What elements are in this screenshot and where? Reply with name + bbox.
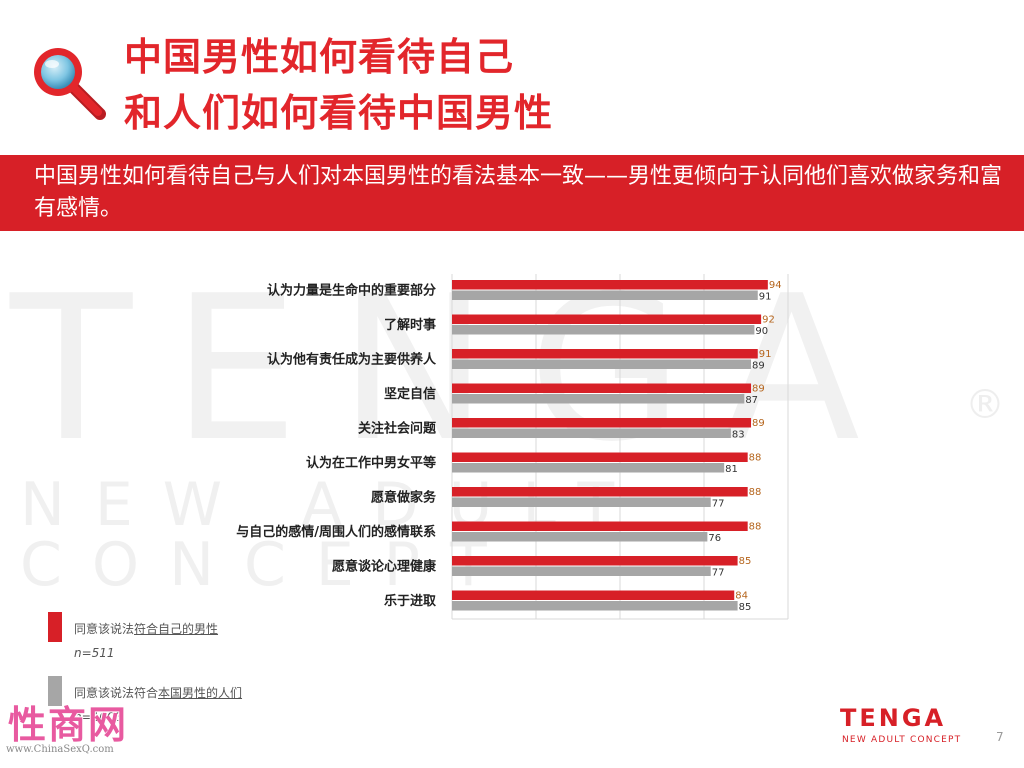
category-label: 与自己的感情/周围人们的感情联系 xyxy=(236,524,436,540)
brand-tagline: NEW ADULT CONCEPT xyxy=(842,735,962,745)
category-label: 关注社会问题 xyxy=(358,421,437,437)
summary-text: 中国男性如何看待自己与人们对本国男性的看法基本一致——男性更倾向于认同他们喜欢做… xyxy=(34,164,1003,221)
legend-sample-size-others: n=1008 xyxy=(74,710,123,724)
category-label: 认为力量是生命中的重要部分 xyxy=(267,283,436,299)
data-label-others: 91 xyxy=(759,292,772,303)
data-label-others: 81 xyxy=(725,464,738,475)
bar-self xyxy=(452,349,758,359)
data-label-others: 77 xyxy=(712,499,725,510)
tenga-logo: TENGA NEW ADULT CONCEPT xyxy=(840,704,980,748)
summary-banner: 中国男性如何看待自己与人们对本国男性的看法基本一致——男性更倾向于认同他们喜欢做… xyxy=(0,155,1024,231)
bar-self xyxy=(452,314,762,324)
data-label-others: 76 xyxy=(708,533,721,544)
brand-logo-text: TENGA xyxy=(840,704,947,732)
data-label-others: 87 xyxy=(745,395,758,406)
legend-swatch-red xyxy=(48,612,62,642)
data-label-self: 84 xyxy=(735,591,748,602)
legend-label-self: 同意该说法符合自己的男性 xyxy=(74,622,219,636)
slide-header: 中国男性如何看待自己 和人们如何看待中国男性 xyxy=(0,0,1024,150)
data-label-self: 91 xyxy=(759,349,772,360)
legend-sample-size-self: n=511 xyxy=(74,646,115,660)
data-label-others: 89 xyxy=(752,361,765,372)
bar-self xyxy=(452,556,738,566)
bar-self xyxy=(452,452,748,462)
data-label-self: 92 xyxy=(762,315,775,326)
bar-others xyxy=(452,325,755,335)
site-watermark-url: www.ChinaSexQ.com xyxy=(6,744,114,755)
legend-label-others: 同意该说法符合本国男性的人们 xyxy=(74,686,243,700)
slide-title-line-1: 中国男性如何看待自己 xyxy=(124,35,515,79)
magnifier-icon xyxy=(34,48,106,120)
data-label-others: 90 xyxy=(755,326,768,337)
bar-others xyxy=(452,532,708,542)
site-watermark-logo: 性商网 xyxy=(8,703,129,747)
bar-others xyxy=(452,290,758,300)
page-number: 7 xyxy=(996,730,1004,744)
category-label: 了解时事 xyxy=(384,317,436,333)
bar-chart: 认为力量是生命中的重要部分 94 91 了解时事 92 90 认为他有责任成为主要供养人 91… xyxy=(0,270,1024,630)
bar-self xyxy=(452,383,752,393)
data-label-self: 85 xyxy=(739,556,752,567)
data-label-self: 88 xyxy=(749,487,762,498)
data-label-others: 85 xyxy=(739,602,752,613)
data-label-self: 88 xyxy=(749,453,762,464)
category-label: 认为在工作中男女平等 xyxy=(306,455,436,471)
bar-self xyxy=(452,521,748,531)
data-label-self: 94 xyxy=(769,280,782,291)
category-label: 乐于进取 xyxy=(384,593,437,609)
bar-self xyxy=(452,418,752,428)
site-watermark: 性商网 www.ChinaSexQ.com xyxy=(0,694,140,768)
bar-others xyxy=(452,359,752,369)
data-label-others: 77 xyxy=(712,568,725,579)
bar-self xyxy=(452,487,748,497)
data-label-self: 88 xyxy=(749,522,762,533)
slide-title-line-2: 和人们如何看待中国男性 xyxy=(124,91,554,135)
bar-others xyxy=(452,463,725,473)
category-label: 认为他有责任成为主要供养人 xyxy=(267,352,437,368)
bar-others xyxy=(452,394,745,404)
bar-others xyxy=(452,497,711,507)
bar-others xyxy=(452,601,738,611)
data-label-others: 83 xyxy=(732,430,745,441)
legend-swatch-gray xyxy=(48,676,62,706)
bar-self xyxy=(452,590,735,600)
category-label: 愿意谈论心理健康 xyxy=(332,559,437,575)
category-label: 坚定自信 xyxy=(384,386,436,402)
data-label-self: 89 xyxy=(752,418,765,429)
bar-others xyxy=(452,428,731,438)
data-label-self: 89 xyxy=(752,384,765,395)
bar-self xyxy=(452,280,768,290)
bar-others xyxy=(452,566,711,576)
category-label: 愿意做家务 xyxy=(371,490,437,506)
